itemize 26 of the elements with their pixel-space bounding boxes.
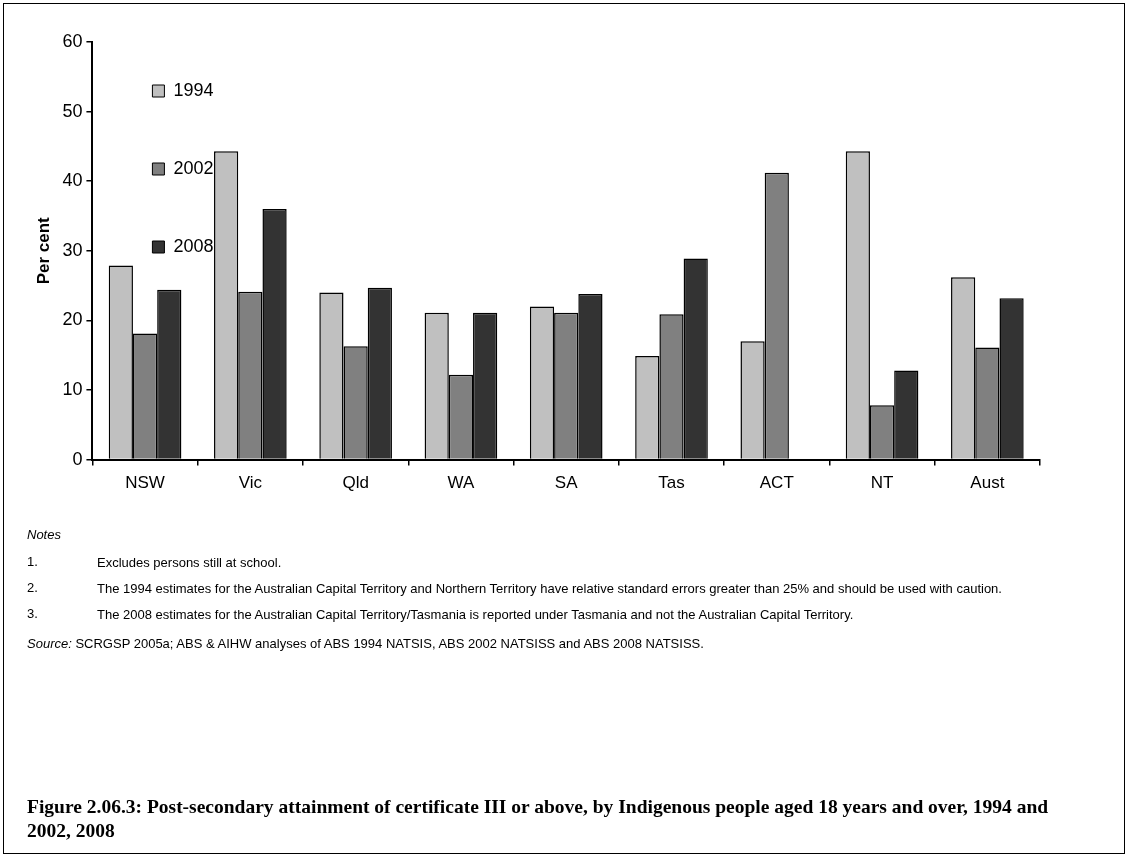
x-tick-label: NSW <box>125 473 165 493</box>
legend-label: 1994 <box>173 79 214 100</box>
text: Figure 2.06.3: Post-secondary attainment of certificate III or above, by Indigenous people aged 18 years and over, 1994 and 2002, 2008 <box>27 795 1050 843</box>
x-tick-label: Tas <box>658 473 685 493</box>
y-tick-label: 60 <box>62 30 83 51</box>
text: 2. The 1994 estimates for the Australian Capital Territory and Northern Territory have relative standard errors greater than 25% and should be used with caution. <box>27 580 1002 596</box>
y-tick-label: 50 <box>62 100 83 121</box>
text: Notes <box>27 527 62 542</box>
text: 1. Excludes persons still at school. <box>27 554 282 570</box>
y-tick-label: 0 <box>72 448 83 469</box>
x-tick-label: WA <box>447 473 475 493</box>
y-tick-label: 10 <box>62 378 83 399</box>
text: 3. The 2008 estimates for the Australian Capital Territory/Tasmania is reported under Tasmania and not the Australian Capital Territory. <box>27 606 854 622</box>
y-axis-title: Per cent <box>33 216 53 285</box>
x-tick-label: NT <box>870 473 894 493</box>
y-tick-label: 40 <box>62 170 83 191</box>
x-tick-label: Vic <box>238 473 263 493</box>
legend-label: 2002 <box>173 157 214 178</box>
legend-label: 2008 <box>173 235 214 256</box>
x-tick-label: ACT <box>759 473 794 493</box>
y-tick-label: 20 <box>62 309 83 330</box>
x-tick-label: Qld <box>342 473 369 493</box>
x-tick-label: SA <box>554 473 579 493</box>
source-note: Source: SCRGSP 2005a; ABS & AIHW analyses of ABS 1994 NATSIS, ABS 2002 NATSISS and ABS 2008 NATSISS. <box>27 636 705 651</box>
x-tick-label: Aust <box>970 473 1005 493</box>
y-tick-label: 30 <box>62 239 83 260</box>
